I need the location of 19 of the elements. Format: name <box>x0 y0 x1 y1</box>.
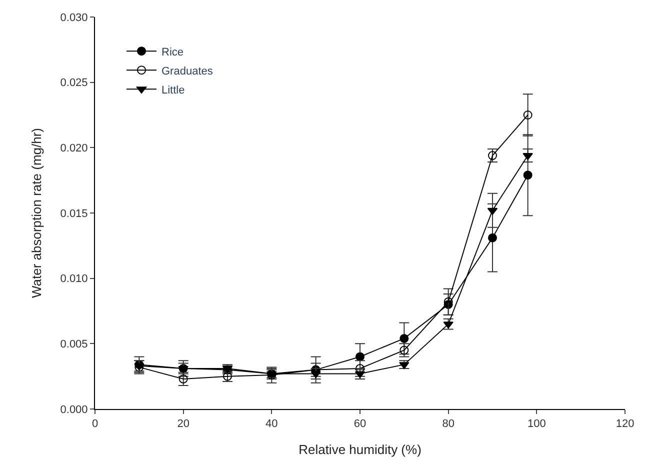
x-axis-title: Relative humidity (%) <box>298 442 422 457</box>
y-tick-label: 0.000 <box>60 404 88 416</box>
x-tick-label: 80 <box>442 418 454 430</box>
legend-label: Rice <box>162 46 184 58</box>
y-tick-label: 0.015 <box>60 208 88 220</box>
x-tick-label: 40 <box>266 418 278 430</box>
x-tick-label: 100 <box>527 418 546 430</box>
y-tick-label: 0.025 <box>60 77 88 90</box>
y-tick-label: 0.030 <box>60 12 88 24</box>
y-tick-label: 0.005 <box>60 338 88 351</box>
legend-label: Graduates <box>162 65 214 78</box>
y-tick-label: 0.010 <box>60 273 88 286</box>
legend-label: Little <box>162 84 185 96</box>
y-tick-label: 0.020 <box>60 142 88 155</box>
x-tick-label: 20 <box>177 418 190 430</box>
x-tick-label: 60 <box>354 418 366 430</box>
y-axis-title: Water absorption rate (mg/hr) <box>29 128 44 298</box>
x-tick-label: 120 <box>616 418 634 430</box>
x-tick-label: 0 <box>92 418 98 430</box>
